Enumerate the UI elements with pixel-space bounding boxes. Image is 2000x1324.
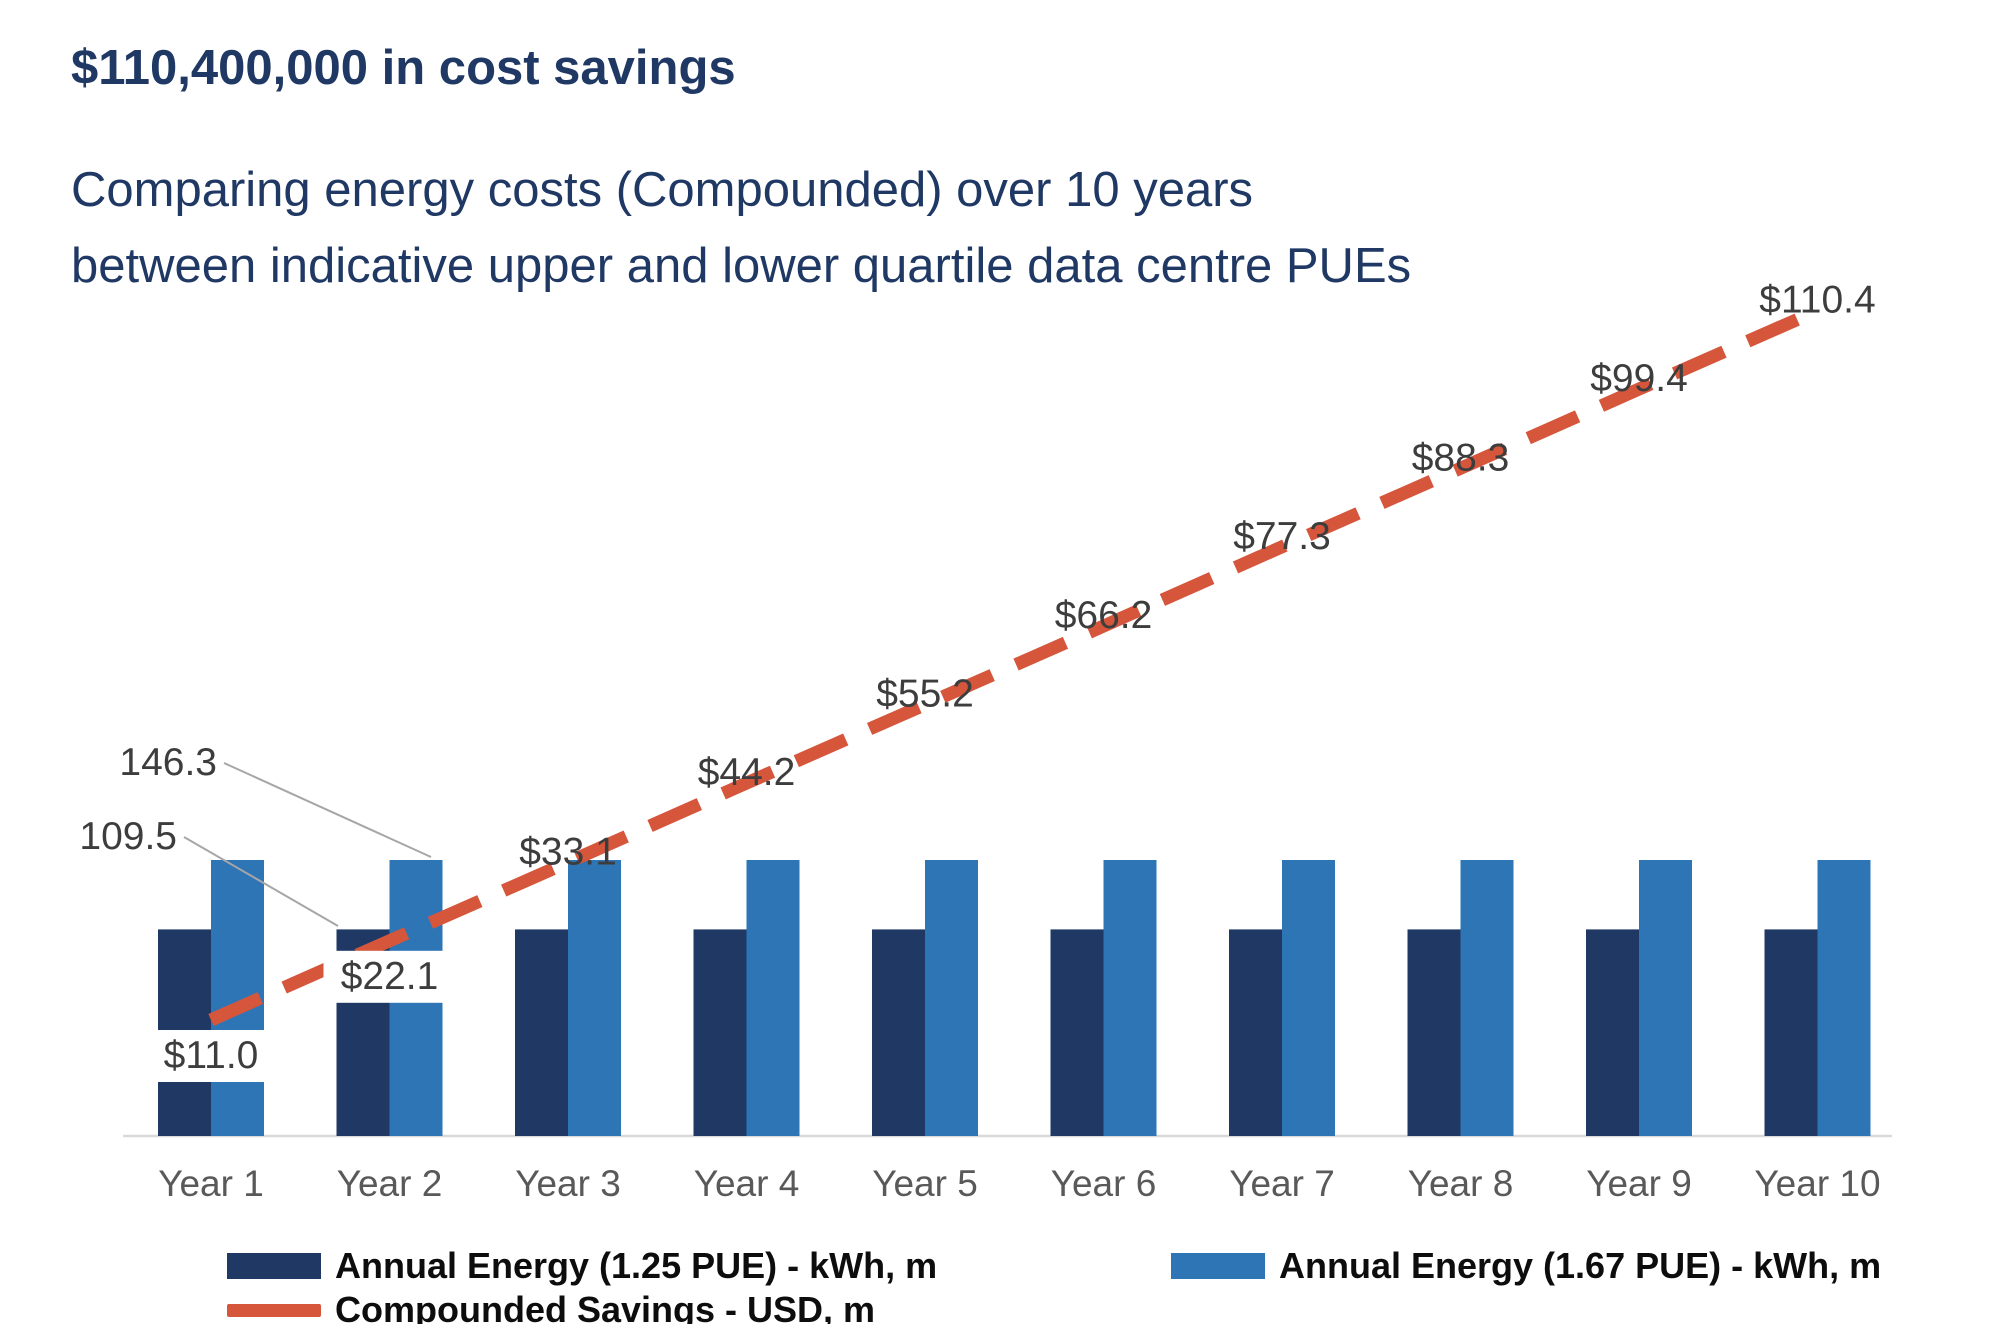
bar-annual-energy-125-pue — [1050, 929, 1104, 1136]
line-data-label-background — [323, 950, 456, 1003]
chart-subtitle-line-2: between indicative upper and lower quart… — [71, 239, 1412, 293]
line-data-label: $11.0 — [164, 1034, 259, 1077]
bar-annual-energy-167-pue — [746, 860, 800, 1136]
legend-label-energy-125-pue: Annual Energy (1.25 PUE) - kWh, m — [335, 1245, 938, 1286]
chart-subtitle-line-1: Comparing energy costs (Compounded) over… — [71, 163, 1254, 217]
line-data-label: $77.3 — [1233, 515, 1331, 558]
bar-annual-energy-125-pue — [693, 929, 747, 1136]
line-data-label-background — [145, 1030, 277, 1082]
bar-annual-energy-125-pue — [515, 929, 568, 1136]
legend-swatch-energy-125-pue — [227, 1253, 321, 1279]
line-data-label: $22.1 — [341, 955, 439, 998]
legend-swatch-compounded-savings — [227, 1303, 321, 1317]
x-axis-label: Year 9 — [1586, 1163, 1692, 1204]
bar-annual-energy-167-pue — [568, 860, 621, 1136]
legend-item-compounded-savings: Compounded Savings - USD, m — [227, 1289, 875, 1324]
x-axis-label: Year 10 — [1754, 1163, 1880, 1204]
x-axis-label: Year 1 — [158, 1163, 264, 1204]
line-data-label: $44.2 — [698, 751, 796, 794]
bar-annual-energy-125-pue — [1764, 929, 1818, 1136]
x-axis-label: Year 2 — [337, 1163, 443, 1204]
line-data-label: $55.2 — [876, 673, 974, 716]
callout-label: 146.3 — [119, 741, 217, 784]
chart-subtitle: Comparing energy costs (Compounded) over… — [71, 152, 1411, 304]
bar-annual-energy-167-pue — [925, 860, 978, 1136]
bar-annual-energy-167-pue — [1282, 860, 1335, 1136]
x-axis-label: Year 8 — [1408, 1163, 1514, 1204]
bar-annual-energy-125-pue — [1586, 929, 1639, 1136]
line-data-label: $88.3 — [1412, 436, 1510, 479]
line-data-label: $110.4 — [1759, 279, 1875, 322]
bar-annual-energy-125-pue — [1407, 929, 1461, 1136]
compounded-savings-line — [208, 304, 1821, 1026]
bar-annual-energy-167-pue — [1460, 860, 1514, 1136]
bar-annual-energy-167-pue — [1639, 860, 1692, 1136]
legend-item-energy-125-pue: Annual Energy (1.25 PUE) - kWh, m — [227, 1245, 937, 1287]
line-data-label: $33.1 — [519, 830, 617, 873]
x-axis-label: Year 3 — [515, 1163, 621, 1204]
x-axis-label: Year 5 — [872, 1163, 978, 1204]
callout-leader-line — [183, 836, 339, 927]
legend-label-energy-167-pue: Annual Energy (1.67 PUE) - kWh, m — [1279, 1245, 1882, 1286]
x-axis-label: Year 7 — [1229, 1163, 1335, 1204]
callout-label: 109.5 — [79, 815, 177, 858]
x-axis-label: Year 6 — [1051, 1163, 1157, 1204]
bar-annual-energy-167-pue — [1103, 860, 1157, 1136]
line-data-label: $66.2 — [1055, 594, 1153, 637]
bar-annual-energy-167-pue — [1817, 860, 1871, 1136]
legend-label-compounded-savings: Compounded Savings - USD, m — [335, 1289, 876, 1324]
legend-item-energy-167-pue: Annual Energy (1.67 PUE) - kWh, m — [1171, 1245, 1881, 1287]
line-data-label: $99.4 — [1590, 357, 1688, 400]
bar-annual-energy-125-pue — [872, 929, 925, 1136]
legend-swatch-energy-167-pue — [1171, 1253, 1265, 1279]
x-axis-label: Year 4 — [694, 1163, 800, 1204]
callout-leader-line — [223, 762, 432, 858]
page-title: $110,400,000 in cost savings — [71, 41, 736, 95]
bar-annual-energy-125-pue — [1229, 929, 1282, 1136]
